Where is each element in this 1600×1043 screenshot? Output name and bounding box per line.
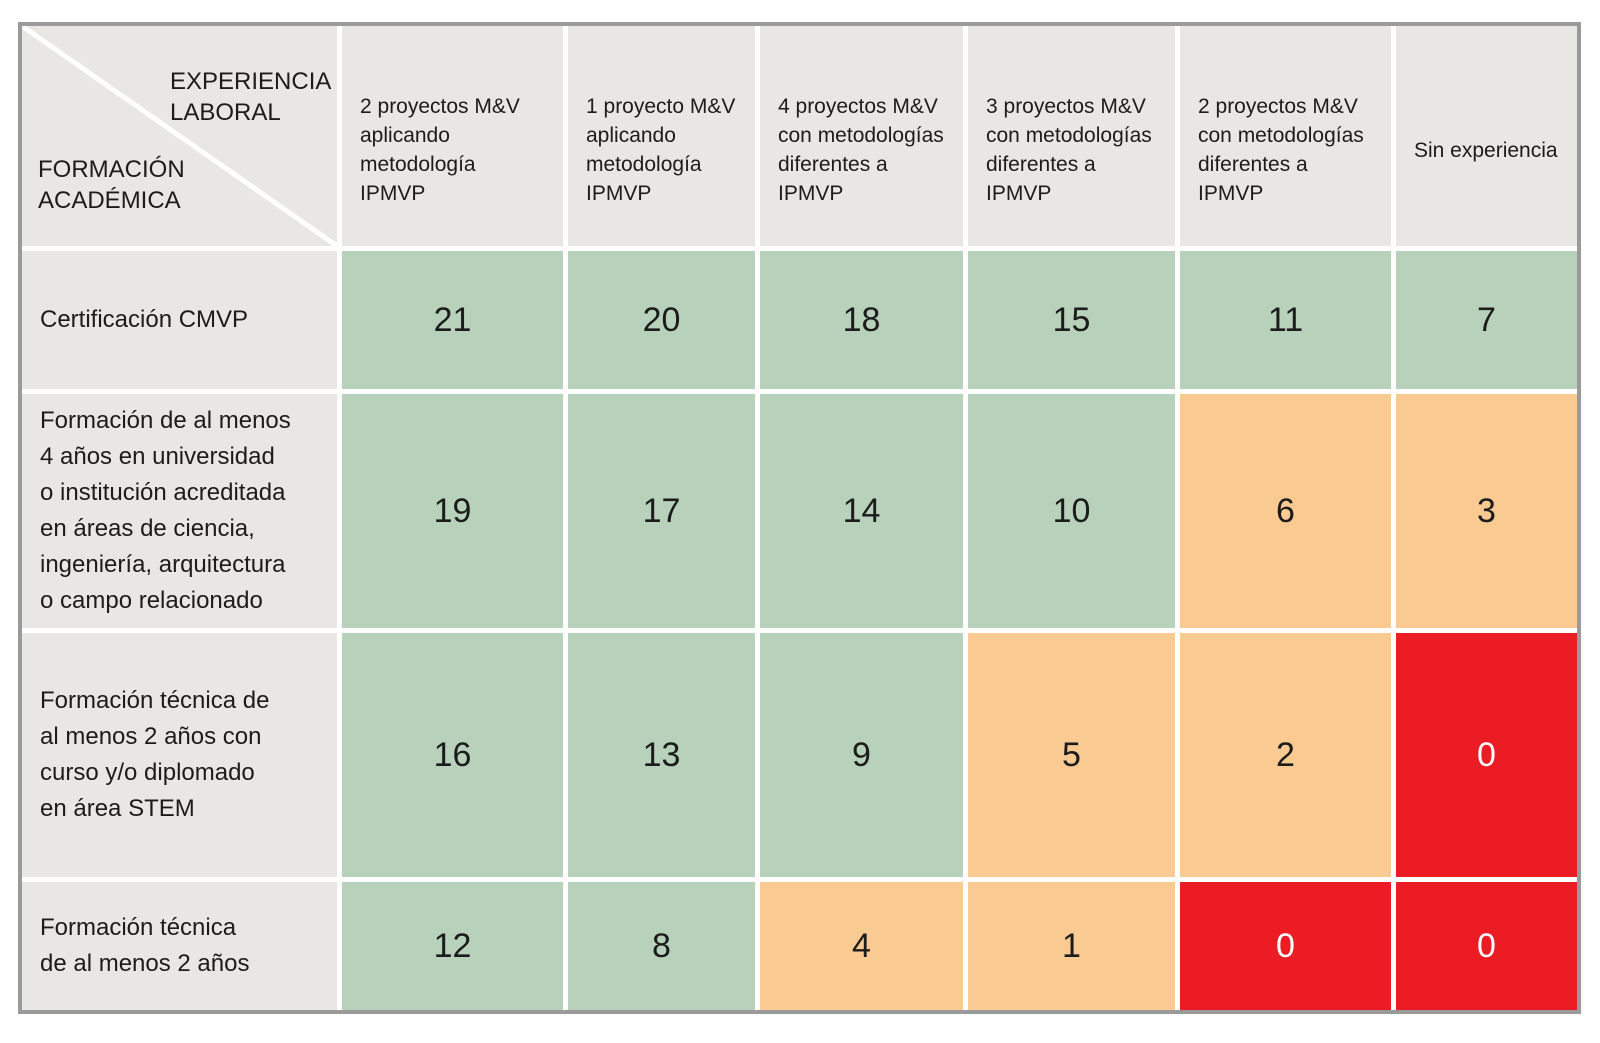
score-cell-r3-c2: 4 (760, 882, 963, 1010)
score-cell-r0-c0: 21 (342, 251, 563, 389)
score-cell-r3-c1: 8 (568, 882, 755, 1010)
score-cell-r1-c2: 14 (760, 394, 963, 628)
score-cell-r3-c4: 0 (1180, 882, 1391, 1010)
score-cell-r1-c3: 10 (968, 394, 1175, 628)
row-header-universitaria-4-anios: Formación de al menos 4 años en universi… (22, 394, 337, 628)
score-cell-r2-c3: 5 (968, 633, 1175, 877)
score-cell-r0-c2: 18 (760, 251, 963, 389)
col-header-4-proyectos-diferentes-ipmvp: 4 proyectos M&V con metodologías diferen… (760, 26, 963, 246)
score-cell-r3-c5: 0 (1396, 882, 1577, 1010)
scoring-matrix-table: EXPERIENCIA LABORAL FORMACIÓN ACADÉMICA … (18, 22, 1581, 1014)
score-cell-r1-c1: 17 (568, 394, 755, 628)
row-header-tecnica-2-anios: Formación técnica de al menos 2 años (22, 882, 337, 1010)
score-cell-r0-c4: 11 (1180, 251, 1391, 389)
experiencia-laboral-axis-label: EXPERIENCIA LABORAL (170, 68, 331, 126)
formacion-academica-axis-label: FORMACIÓN ACADÉMICA (38, 156, 185, 214)
row-header-tecnica-2-anios-stem: Formación técnica de al menos 2 años con… (22, 633, 337, 877)
col-header-3-proyectos-diferentes-ipmvp: 3 proyectos M&V con metodologías diferen… (968, 26, 1175, 246)
row-header-certificacion-cmvp: Certificación CMVP (22, 251, 337, 389)
score-cell-r1-c4: 6 (1180, 394, 1391, 628)
score-cell-r2-c4: 2 (1180, 633, 1391, 877)
col-header-2-proyectos-diferentes-ipmvp: 2 proyectos M&V con metodologías diferen… (1180, 26, 1391, 246)
score-cell-r1-c5: 3 (1396, 394, 1577, 628)
corner-cell: EXPERIENCIA LABORAL FORMACIÓN ACADÉMICA (22, 26, 337, 246)
col-header-1-proyecto-aplicando-ipmvp: 1 proyecto M&V aplicando metodología IPM… (568, 26, 755, 246)
score-cell-r2-c2: 9 (760, 633, 963, 877)
score-cell-r2-c5: 0 (1396, 633, 1577, 877)
score-cell-r2-c0: 16 (342, 633, 563, 877)
score-cell-r3-c3: 1 (968, 882, 1175, 1010)
score-cell-r0-c1: 20 (568, 251, 755, 389)
diagonal-divider (22, 26, 337, 246)
score-cell-r2-c1: 13 (568, 633, 755, 877)
score-cell-r1-c0: 19 (342, 394, 563, 628)
score-cell-r3-c0: 12 (342, 882, 563, 1010)
col-header-sin-experiencia: Sin experiencia (1396, 26, 1577, 246)
score-cell-r0-c5: 7 (1396, 251, 1577, 389)
score-cell-r0-c3: 15 (968, 251, 1175, 389)
col-header-2-proyectos-aplicando-ipmvp: 2 proyectos M&V aplicando metodología IP… (342, 26, 563, 246)
